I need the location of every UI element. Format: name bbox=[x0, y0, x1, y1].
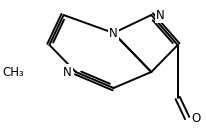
Text: N: N bbox=[109, 27, 118, 40]
Text: N: N bbox=[63, 66, 72, 79]
Text: O: O bbox=[192, 112, 201, 125]
Text: N: N bbox=[156, 8, 165, 21]
Text: CH₃: CH₃ bbox=[2, 66, 24, 79]
